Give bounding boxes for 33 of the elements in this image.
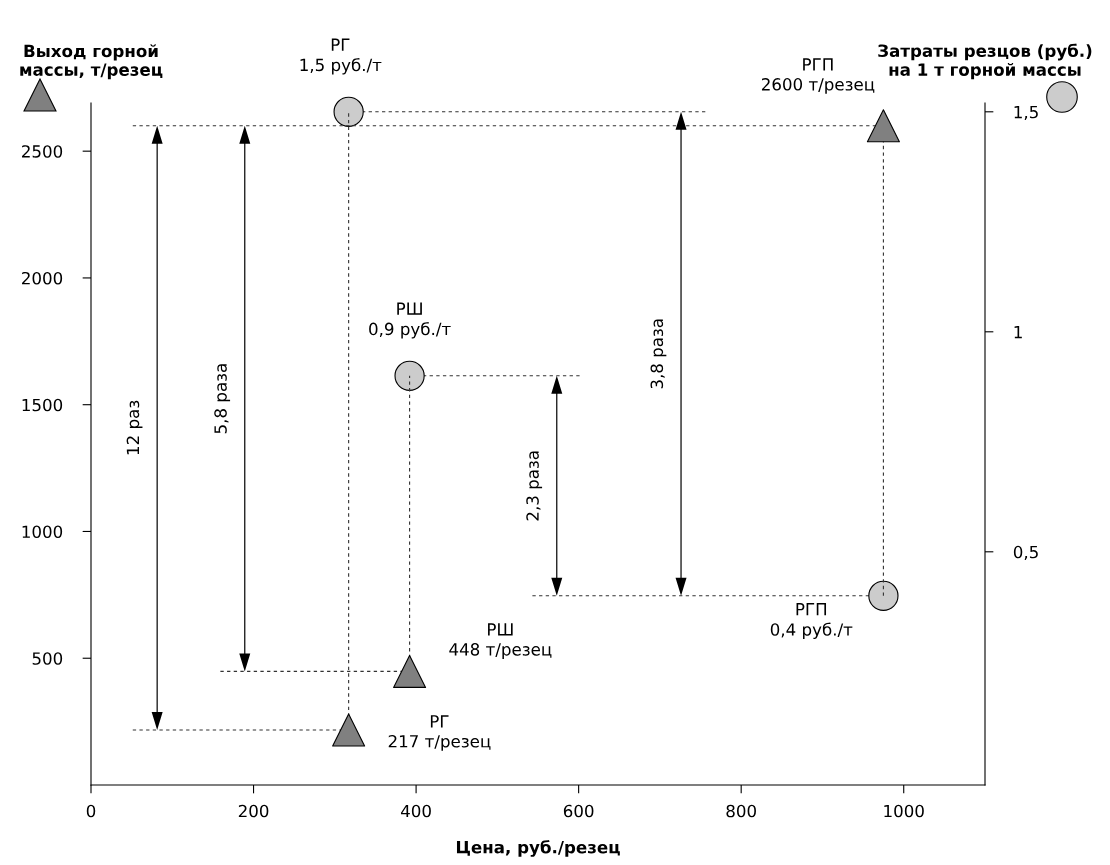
data-label: РГ 1,5 руб./т — [300, 38, 382, 75]
data-label: РГ 217 т/резец — [388, 715, 491, 751]
data-label: РГП 0,4 руб./т — [770, 603, 853, 640]
y2-tick-label: 1,5 — [1014, 105, 1038, 121]
annotation: 3,8 раза — [650, 319, 667, 389]
data-label: РГП 2600 т/резец — [761, 58, 875, 94]
point — [333, 96, 364, 127]
data-label: РШ 448 т/резец — [449, 623, 552, 659]
point — [394, 360, 425, 391]
y-axis-title: Выход горной массы, т/резец — [20, 44, 163, 80]
annotation: 2,3 раза — [526, 451, 543, 521]
y2-axis-title: Затраты резцов (руб.) на 1 т горной массы — [878, 43, 1092, 80]
point — [866, 109, 900, 143]
point — [868, 580, 899, 611]
y2-tick-label: 0,5 — [1013, 545, 1038, 561]
x-tick-label: 1000 — [884, 804, 924, 818]
y2-tick-label: 1 — [1014, 325, 1022, 339]
x-tick-label: 800 — [726, 804, 756, 818]
point — [332, 713, 366, 747]
y-tick-label: 500 — [32, 652, 63, 665]
y-tick-label: 2000 — [22, 271, 63, 285]
y-tick-label: 1500 — [22, 398, 63, 412]
annotation: 5,8 раза — [214, 364, 231, 434]
point — [393, 654, 427, 688]
x-tick-label: 600 — [563, 804, 594, 818]
x-tick-label: 0 — [86, 804, 96, 818]
x-tick-label: 400 — [401, 804, 431, 818]
data-label: РШ 0,9 руб./т — [369, 302, 451, 339]
y-tick-label: 1000 — [22, 525, 63, 539]
y-tick-label: 2500 — [22, 145, 63, 158]
x-tick-label: 200 — [238, 804, 269, 818]
x-axis-title: Цена, руб./резец — [456, 840, 620, 857]
annotation: 12 раз — [126, 400, 143, 455]
